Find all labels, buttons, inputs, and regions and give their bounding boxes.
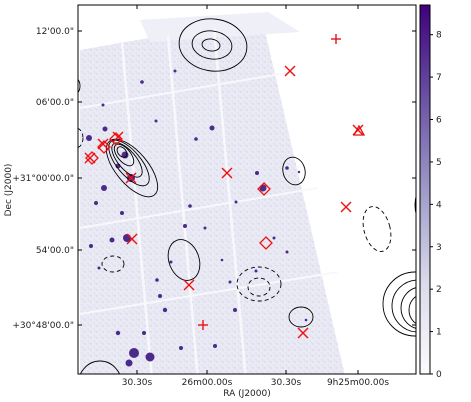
colorbar-tick-label: 2 [436, 285, 442, 295]
x-marker [84, 152, 96, 164]
solid-contours [78, 18, 416, 374]
y-tick-label: +30°48'00.0" [12, 321, 74, 331]
x-marker [297, 327, 309, 339]
colorbar-tick-label: 0 [436, 370, 442, 380]
markers [84, 34, 366, 339]
colorbar-tick-label: 8 [436, 31, 442, 41]
plus-marker [331, 34, 341, 44]
x-marker [183, 279, 195, 291]
colorbar-tick-label: 1 [436, 328, 442, 338]
colorbar-ticks: 0 1 2 3 4 5 6 7 8 [430, 31, 442, 380]
diamond-marker [257, 182, 271, 196]
x-tick-label: 9h25m00.00s [327, 378, 389, 388]
diamond-marker [97, 140, 111, 154]
x-axis-title: RA (J2000) [223, 389, 271, 399]
y-axis-title: Dec (J2000) [4, 164, 14, 217]
y-tick-label: 54'00.0" [36, 246, 74, 256]
y-axis: 12'00.0" 06'00.0" +31°00'00.0" 54'00.0" +30°… [12, 27, 416, 331]
x-tick-label: 26m00.00s [182, 378, 233, 388]
colorbar-tick-label: 6 [436, 116, 442, 126]
survey-footprint [79, 12, 345, 374]
x-marker [125, 172, 137, 184]
x-marker [97, 138, 109, 150]
colorbar-tick-label: 3 [436, 243, 442, 253]
diamond-marker [109, 132, 123, 146]
triangle-marker [352, 124, 366, 136]
colorbar-tick-label: 4 [436, 200, 442, 210]
y-tick-label: +31°00'00.0" [12, 174, 74, 184]
x-marker [340, 201, 352, 213]
plot-frame [77, 4, 417, 375]
plus-marker [198, 320, 208, 330]
diamond-marker [259, 236, 273, 250]
colorbar-tick-label: 5 [436, 158, 442, 168]
dashed-contours [78, 127, 392, 302]
diamond-marker [85, 151, 99, 165]
y-tick-label: 12'00.0" [36, 27, 74, 37]
colorbar-tick-label: 7 [436, 73, 442, 83]
x-axis: 30.30s 26m00.00s 30.30s 9h25m00.00s [122, 5, 389, 388]
x-marker [284, 65, 296, 77]
x-marker [126, 233, 138, 245]
x-tick-label: 30.30s [122, 378, 153, 388]
x-marker [221, 167, 233, 179]
y-tick-label: 06'00.0" [36, 98, 74, 108]
x-tick-label: 30.30s [271, 378, 302, 388]
colorbar [419, 4, 431, 375]
